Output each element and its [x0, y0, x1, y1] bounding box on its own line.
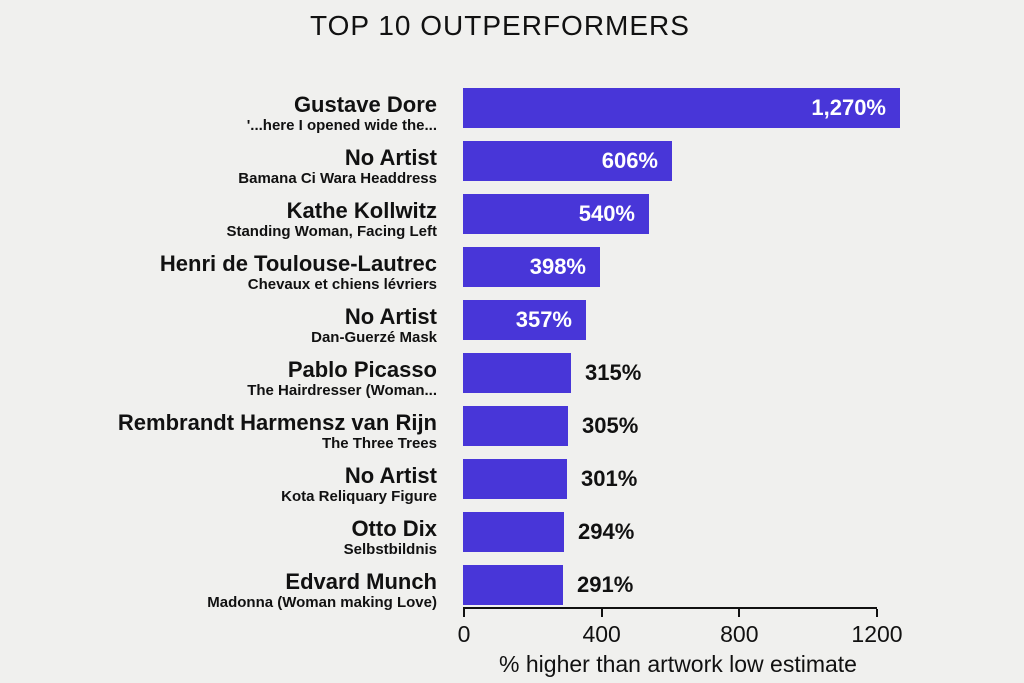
- row-labels: No Artist Dan-Guerzé Mask: [0, 305, 437, 347]
- artwork-label: Kota Reliquary Figure: [281, 488, 437, 505]
- artwork-label: Dan-Guerzé Mask: [311, 329, 437, 346]
- bar-row: No Artist Dan-Guerzé Mask 357%: [0, 300, 1024, 353]
- artwork-label: Standing Woman, Facing Left: [226, 223, 437, 240]
- bar-area: 357%: [463, 300, 1024, 340]
- row-labels: Rembrandt Harmensz van Rijn The Three Tr…: [0, 411, 437, 453]
- artwork-label: Chevaux et chiens lévriers: [247, 276, 437, 293]
- bar: 606%: [463, 141, 672, 181]
- bar-value-label: 1,270%: [811, 95, 886, 120]
- bar-area: 540%: [463, 194, 1024, 234]
- bar-row: Edvard Munch Madonna (Woman making Love)…: [0, 565, 1024, 618]
- artwork-label: The Hairdresser (Woman...: [247, 382, 437, 399]
- x-axis-tick-label: 1200: [851, 621, 903, 647]
- bar: 398%: [463, 247, 600, 287]
- bar: [463, 406, 568, 446]
- bar-area: 398%: [463, 247, 1024, 287]
- bar-area: 291%: [463, 565, 1024, 605]
- bar-row: No Artist Bamana Ci Wara Headdress 606%: [0, 141, 1024, 194]
- bar-value-label: 305%: [582, 413, 639, 438]
- bar-value-label: 540%: [578, 201, 635, 226]
- x-axis-tick-label: 400: [582, 621, 621, 647]
- bar-area: 301%: [463, 459, 1024, 499]
- artwork-label: Selbstbildnis: [343, 541, 437, 558]
- bar-row: Kathe Kollwitz Standing Woman, Facing Le…: [0, 194, 1024, 247]
- bar-value-label: 294%: [578, 519, 635, 544]
- artist-label: Edvard Munch: [285, 569, 437, 594]
- bar-row: Rembrandt Harmensz van Rijn The Three Tr…: [0, 406, 1024, 459]
- x-axis-line: [463, 607, 877, 609]
- artwork-label: Bamana Ci Wara Headdress: [238, 170, 437, 187]
- x-axis-tick: [738, 609, 741, 617]
- bar-value-label: 301%: [581, 466, 638, 491]
- artist-label: No Artist: [344, 304, 437, 329]
- bar-row: Henri de Toulouse-Lautrec Chevaux et chi…: [0, 247, 1024, 300]
- bar-row: Gustave Dore '...here I opened wide the.…: [0, 88, 1024, 141]
- artist-label: No Artist: [344, 145, 437, 170]
- artist-label: No Artist: [344, 463, 437, 488]
- x-axis-tick: [463, 609, 465, 617]
- chart-title: TOP 10 OUTPERFORMERS: [310, 10, 690, 41]
- row-labels: Edvard Munch Madonna (Woman making Love): [0, 570, 437, 612]
- bar: [463, 459, 567, 499]
- bar-area: 315%: [463, 353, 1024, 393]
- bar: 1,270%: [463, 88, 900, 128]
- row-labels: Gustave Dore '...here I opened wide the.…: [0, 93, 437, 135]
- row-labels: Henri de Toulouse-Lautrec Chevaux et chi…: [0, 252, 437, 294]
- bar-row: Otto Dix Selbstbildnis 294%: [0, 512, 1024, 565]
- bar-row: Pablo Picasso The Hairdresser (Woman... …: [0, 353, 1024, 406]
- artist-label: Gustave Dore: [293, 92, 437, 117]
- bar: 357%: [463, 300, 586, 340]
- artist-label: Otto Dix: [351, 516, 437, 541]
- artwork-label: '...here I opened wide the...: [246, 117, 437, 134]
- x-axis-tick: [876, 609, 878, 617]
- bar-row: No Artist Kota Reliquary Figure 301%: [0, 459, 1024, 512]
- x-axis-tick: [600, 609, 603, 617]
- bar-area: 305%: [463, 406, 1024, 446]
- x-axis-tick-label: 0: [457, 621, 471, 647]
- row-labels: Pablo Picasso The Hairdresser (Woman...: [0, 358, 437, 400]
- artwork-label: The Three Trees: [321, 435, 437, 452]
- bar-area: 294%: [463, 512, 1024, 552]
- bar-rows: Gustave Dore '...here I opened wide the.…: [0, 88, 1024, 618]
- x-axis-title: % higher than artwork low estimate: [499, 651, 857, 677]
- artist-label: Pablo Picasso: [287, 357, 437, 382]
- bar-value-label: 606%: [601, 148, 658, 173]
- bar-value-label: 357%: [515, 307, 572, 332]
- artist-label: Henri de Toulouse-Lautrec: [159, 251, 437, 276]
- row-labels: Otto Dix Selbstbildnis: [0, 517, 437, 559]
- artwork-label: Madonna (Woman making Love): [207, 594, 437, 611]
- x-axis-tick-label: 800: [720, 621, 759, 647]
- bar-area: 1,270%: [463, 88, 1024, 128]
- bar-area: 606%: [463, 141, 1024, 181]
- bar-value-label: 315%: [585, 360, 642, 385]
- row-labels: No Artist Kota Reliquary Figure: [0, 464, 437, 506]
- artist-label: Kathe Kollwitz: [286, 198, 437, 223]
- bar-value-label: 398%: [529, 254, 586, 279]
- bar: [463, 353, 571, 393]
- bar: [463, 565, 563, 605]
- artist-label: Rembrandt Harmensz van Rijn: [117, 410, 437, 435]
- bar: 540%: [463, 194, 649, 234]
- row-labels: No Artist Bamana Ci Wara Headdress: [0, 146, 437, 188]
- bar-value-label: 291%: [577, 572, 634, 597]
- bar: [463, 512, 564, 552]
- row-labels: Kathe Kollwitz Standing Woman, Facing Le…: [0, 199, 437, 241]
